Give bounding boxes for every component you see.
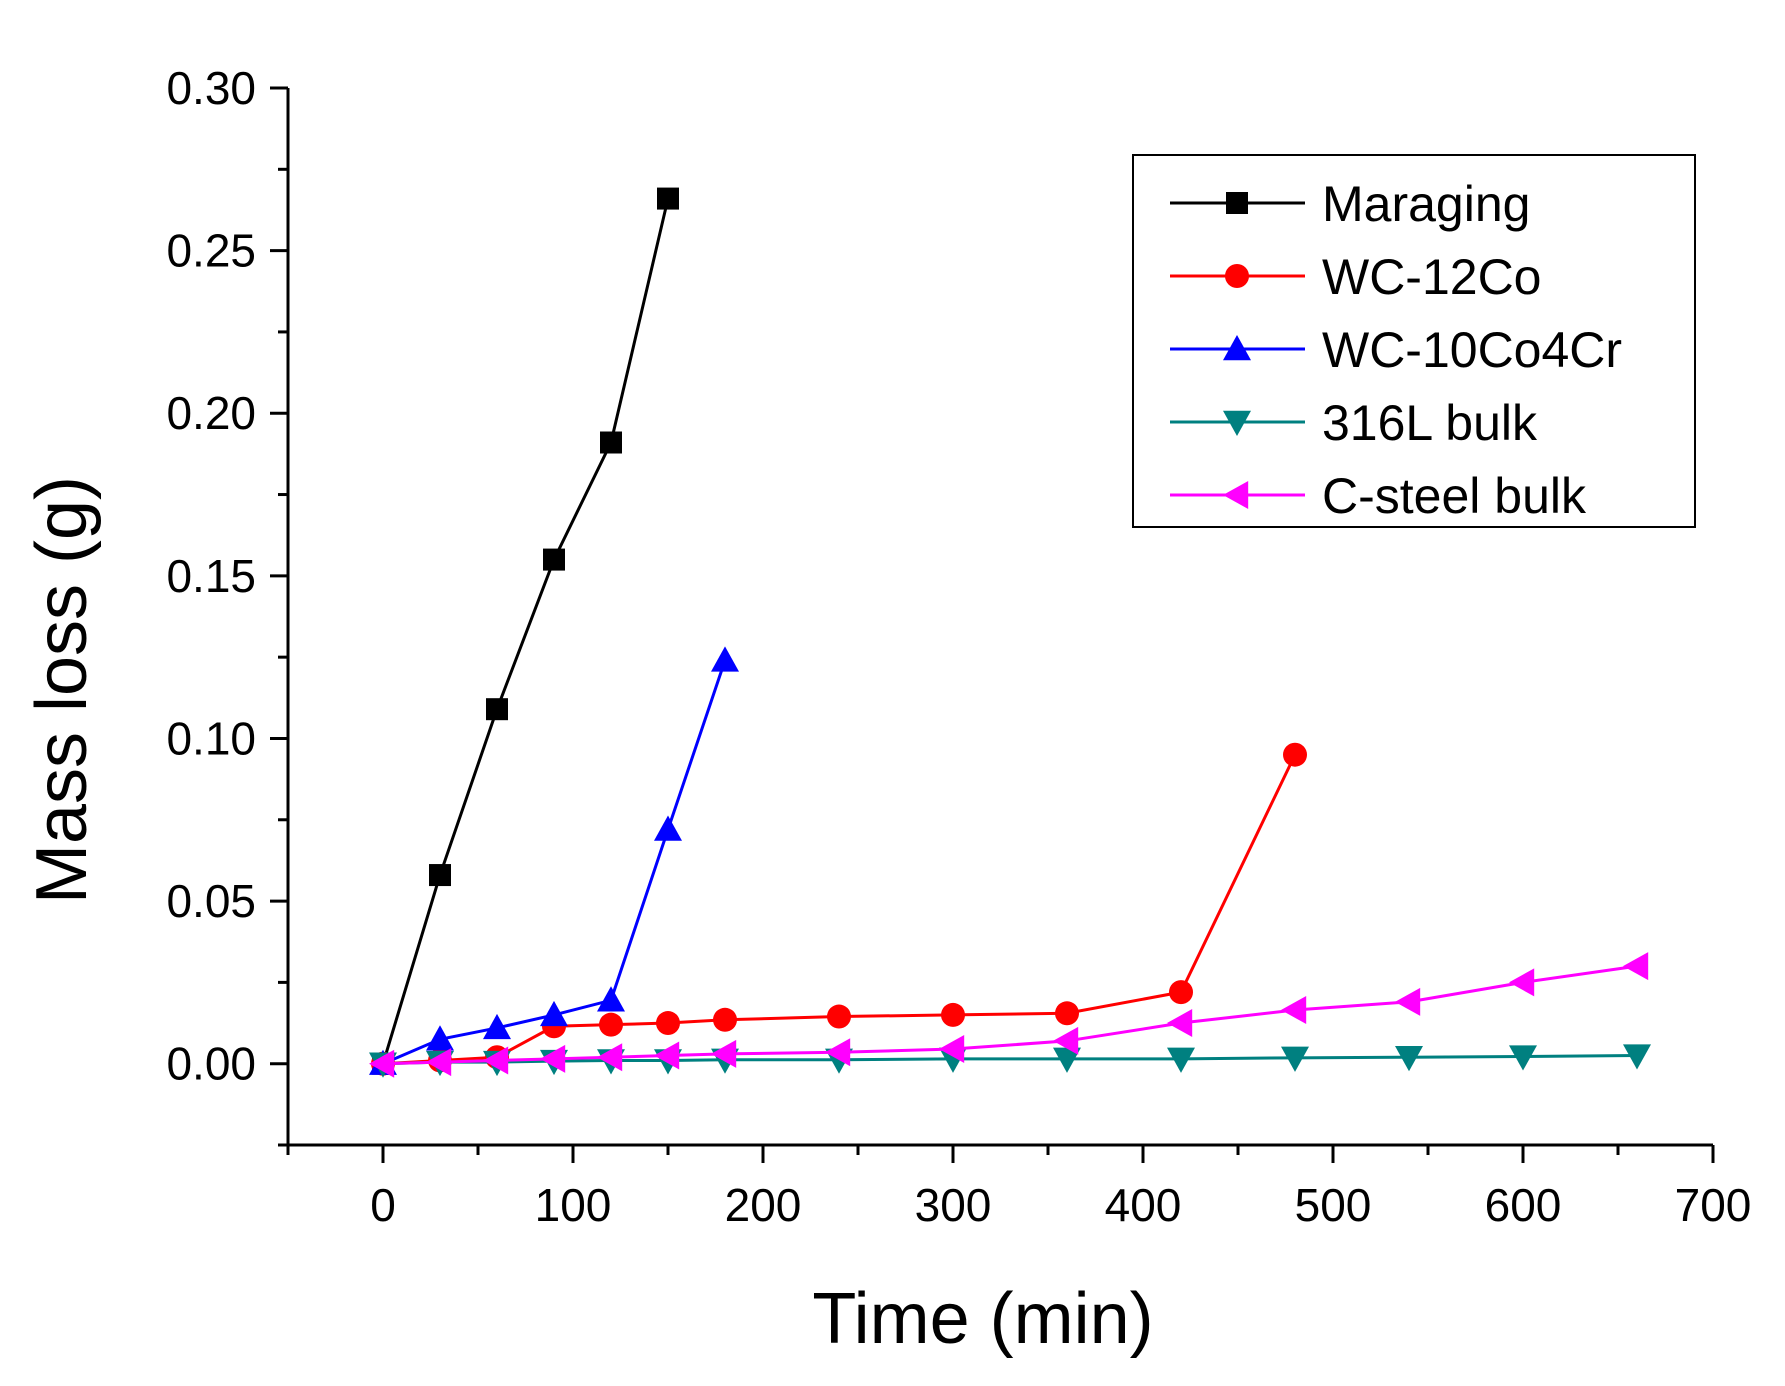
y-tick-label: 0.10 xyxy=(166,712,256,764)
x-tick-label: 500 xyxy=(1295,1179,1372,1231)
data-point-wc-12co xyxy=(1283,742,1307,767)
y-tick-label: 0.00 xyxy=(166,1038,256,1090)
data-point-wc-12co xyxy=(1169,980,1193,1005)
data-point-c-steel-bulk xyxy=(426,1048,452,1077)
data-point-316l-bulk xyxy=(1281,1046,1309,1072)
x-tick-label: 0 xyxy=(370,1179,396,1231)
data-point-wc-10co4cr xyxy=(483,1013,511,1040)
data-point-c-steel-bulk xyxy=(825,1038,851,1067)
data-point-maraging xyxy=(600,431,622,454)
y-axis-title: Mass loss (g) xyxy=(22,476,102,904)
data-point-wc-12co xyxy=(1055,1001,1079,1026)
y-tick-label: 0.25 xyxy=(166,225,256,277)
legend-marker-c-steel-bulk xyxy=(1223,481,1249,509)
data-point-316l-bulk xyxy=(1053,1047,1081,1073)
data-point-wc-10co4cr xyxy=(711,646,739,672)
x-tick-label: 700 xyxy=(1675,1179,1752,1231)
axes: 0 100 200 300 400 500 600 700 0.00 0.05 0.10 0.15 0.… xyxy=(166,62,1751,1231)
legend-marker-wc-10co4cr xyxy=(1223,335,1251,361)
data-point-c-steel-bulk xyxy=(1053,1026,1079,1055)
legend: Maraging WC-12Co WC-10Co4Cr 316L bulk C-stee… xyxy=(1132,154,1696,528)
x-tick-label: 300 xyxy=(915,1179,992,1231)
data-point-c-steel-bulk xyxy=(711,1039,737,1068)
data-point-wc-10co4cr xyxy=(654,815,682,841)
data-point-c-steel-bulk xyxy=(939,1035,965,1064)
data-point-c-steel-bulk xyxy=(1281,996,1307,1025)
x-tick-label: 100 xyxy=(535,1179,612,1231)
data-point-316l-bulk xyxy=(1167,1047,1195,1073)
data-point-maraging xyxy=(429,864,451,887)
data-point-c-steel-bulk xyxy=(1623,952,1649,981)
data-point-wc-12co xyxy=(656,1011,680,1036)
legend-label-c-steel-bulk: C-steel bulk xyxy=(1322,468,1587,524)
x-tick-label: 400 xyxy=(1105,1179,1182,1231)
legend-label-316l-bulk: 316L bulk xyxy=(1322,395,1538,451)
data-point-c-steel-bulk xyxy=(483,1046,509,1075)
legend-label-wc-12co: WC-12Co xyxy=(1322,249,1541,305)
data-point-c-steel-bulk xyxy=(540,1044,566,1073)
data-point-c-steel-bulk xyxy=(1167,1009,1193,1038)
series-maraging xyxy=(372,187,679,1075)
series-layer xyxy=(369,187,1651,1078)
legend-marker-316l-bulk xyxy=(1223,410,1251,436)
y-tick-label: 0.05 xyxy=(166,875,256,927)
x-axis-title: Time (min) xyxy=(812,1279,1153,1359)
data-point-c-steel-bulk xyxy=(1395,987,1421,1016)
data-point-c-steel-bulk xyxy=(369,1049,395,1078)
data-point-wc-12co xyxy=(941,1002,965,1027)
data-point-wc-12co xyxy=(713,1007,737,1032)
x-tick-label: 600 xyxy=(1485,1179,1562,1231)
data-point-wc-10co4cr xyxy=(426,1025,454,1051)
data-point-316l-bulk xyxy=(1623,1044,1651,1070)
legend-label-wc-10co4cr: WC-10Co4Cr xyxy=(1322,322,1622,378)
legend-label-maraging: Maraging xyxy=(1322,176,1530,232)
legend-marker-wc-12co xyxy=(1225,264,1249,288)
series-wc-10co4cr xyxy=(369,646,739,1075)
data-point-maraging xyxy=(486,698,508,721)
data-point-c-steel-bulk xyxy=(1509,968,1535,997)
data-point-maraging xyxy=(543,548,565,571)
x-tick-label: 200 xyxy=(725,1179,802,1231)
data-point-c-steel-bulk xyxy=(597,1043,623,1072)
legend-box xyxy=(1132,154,1696,528)
data-point-wc-12co xyxy=(599,1012,623,1037)
data-point-316l-bulk xyxy=(1395,1045,1423,1072)
series-c-steel-bulk xyxy=(369,952,1649,1078)
y-tick-label: 0.30 xyxy=(166,62,256,114)
series-line-maraging xyxy=(381,198,670,1065)
data-point-wc-10co4cr xyxy=(597,986,625,1012)
data-point-wc-12co xyxy=(827,1004,851,1029)
data-point-wc-10co4cr xyxy=(540,1000,568,1027)
legend-marker-maraging xyxy=(1226,192,1248,214)
data-point-316l-bulk xyxy=(1509,1045,1537,1071)
data-point-c-steel-bulk xyxy=(654,1041,680,1070)
y-tick-label: 0.15 xyxy=(166,550,256,602)
data-point-maraging xyxy=(657,187,679,210)
y-tick-label: 0.20 xyxy=(166,387,256,439)
